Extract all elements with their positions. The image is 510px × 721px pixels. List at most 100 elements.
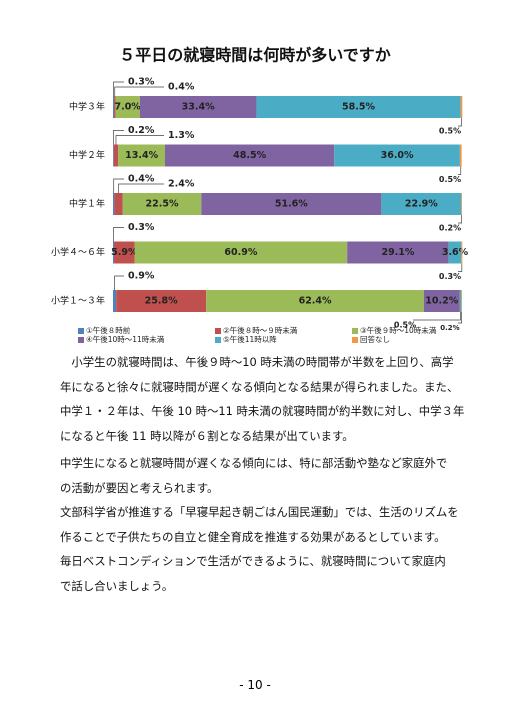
bar-segment (115, 96, 140, 118)
leader-line (458, 263, 463, 272)
leader-line (113, 178, 124, 193)
leader-line (458, 118, 462, 127)
legend-swatch (352, 337, 358, 343)
text-line: 作ることで子供たちの自立と健全育成を推進する効果があるとしています。 (60, 529, 446, 544)
data-label: 60.9% (224, 247, 257, 258)
data-label: 5.9% (111, 247, 138, 258)
data-label: 51.6% (275, 199, 308, 210)
bar-segment (114, 96, 116, 118)
text-line: 小学生の就寝時間は、午後９時～10 時未満の時間帯が半数を上回り、高学 (60, 355, 454, 369)
bar-segment (134, 241, 348, 264)
bar-segment (116, 290, 207, 312)
y-tick-label: 小学４～６年 (51, 246, 105, 258)
bar-segment (459, 144, 462, 167)
data-label: 2.4% (168, 179, 195, 190)
y-tick-label: 中学１年 (69, 198, 105, 210)
data-label: 48.5% (233, 150, 266, 161)
data-label: 62.4% (299, 296, 332, 307)
legend-swatch (78, 337, 84, 343)
bar-segment (256, 96, 461, 118)
leader-line (118, 183, 164, 193)
bar-segment (461, 241, 463, 264)
legend-label: 回答なし (360, 334, 390, 344)
text-line: 中学１・２年は、午後 10 時～11 時未満の就寝時間が約半数に対し、中学３年 (60, 404, 465, 418)
legend-label: ①午後８時前 (86, 325, 131, 335)
text-line: 中学生になると就寝時間が遅くなる傾向には、特に部活動や塾など家庭外で (60, 456, 448, 470)
data-label: 0.2% (440, 324, 459, 332)
bar-segment (118, 144, 166, 167)
bar-segment (113, 290, 117, 312)
data-label: 7.0% (114, 102, 141, 113)
legend-label: ⑤午後11時以降 (223, 334, 277, 344)
data-label: 0.3% (439, 272, 461, 281)
leader-line (458, 312, 463, 324)
bar-segment (461, 193, 462, 215)
bar-segment (122, 193, 202, 215)
y-tick-label: 中学２年 (69, 149, 105, 161)
leader-line (114, 275, 124, 290)
data-label: 22.5% (146, 199, 179, 210)
bar-segment (113, 96, 115, 118)
data-label: 3.6% (442, 247, 469, 258)
data-label: 0.5% (439, 175, 461, 184)
leader-line (114, 86, 164, 96)
data-label: 0.4% (128, 174, 155, 185)
bar-segment (423, 290, 460, 312)
page-number: - 10 - (239, 678, 271, 692)
data-label: 0.5% (394, 321, 416, 330)
data-label: 0.3% (128, 222, 155, 233)
leader-line (413, 312, 461, 321)
legend-swatch (78, 328, 84, 334)
bar-segment (459, 290, 462, 312)
text-line: の活動が要因と考えられます。 (60, 480, 219, 495)
data-label: 13.4% (125, 150, 158, 161)
bar-segment (113, 144, 119, 167)
text-line: で話し合いましょう。 (60, 578, 174, 593)
data-label: 0.3% (128, 77, 155, 88)
data-label: 10.2% (425, 296, 458, 307)
data-label: 22.9% (405, 199, 438, 210)
bar-segment (113, 193, 115, 215)
leader-line (458, 215, 463, 224)
y-tick-label: 小学１～３年 (51, 295, 105, 307)
text-line: になると午後 11 時以降が６割となる結果が出ています。 (60, 428, 354, 443)
chart: ５平日の就寝時間は何時が多いですか 中学３年 7.0% 33.4% 58.5% 0.3%… (51, 46, 469, 345)
data-label: 1.3% (168, 130, 195, 141)
bar-segment (461, 290, 462, 312)
data-label: 36.0% (381, 150, 414, 161)
bar-segment (114, 193, 123, 215)
data-label: 0.4% (168, 82, 195, 93)
leader-line (112, 130, 124, 145)
bar-segment (165, 144, 335, 167)
text-line: 年になると徐々に就寝時間が遅くなる傾向となる結果が得られました。また、 (60, 379, 459, 394)
bar-segment (206, 290, 424, 312)
bar-segment (448, 241, 462, 264)
legend-swatch (215, 337, 221, 343)
bar-segment (347, 241, 449, 264)
text-line: 文部科学省が推進する「早寝早起き朝ごはん国民運動」では、生活のリズムを (60, 505, 459, 519)
leader-line (113, 227, 124, 242)
data-label: 0.2% (128, 125, 155, 136)
data-label: 33.4% (182, 102, 215, 113)
bar-segment (113, 144, 114, 167)
data-label: 0.9% (128, 271, 155, 282)
bar-segment (113, 241, 115, 264)
bar-segment (334, 144, 460, 167)
legend-swatch (215, 328, 221, 334)
chart-title: ５平日の就寝時間は何時が多いですか (119, 46, 391, 65)
bar-segment (139, 96, 257, 118)
data-label: 29.1% (381, 247, 414, 258)
bar-segment (201, 193, 382, 215)
y-tick-label: 中学３年 (69, 101, 105, 113)
data-label: 0.2% (439, 224, 461, 233)
leader-line (113, 81, 124, 96)
bar-segment (114, 241, 135, 264)
legend-label: ②午後８時～９時未満 (223, 325, 298, 335)
text-line: 毎日ベストコンディションで生活ができるように、就寝時間について家庭内 (60, 554, 446, 568)
legend-swatch (352, 328, 358, 334)
data-label: 0.5% (439, 127, 461, 136)
legend-label: ③午後９時～10時未満 (360, 325, 437, 335)
leader-line (458, 166, 462, 175)
leader-line (115, 135, 164, 145)
